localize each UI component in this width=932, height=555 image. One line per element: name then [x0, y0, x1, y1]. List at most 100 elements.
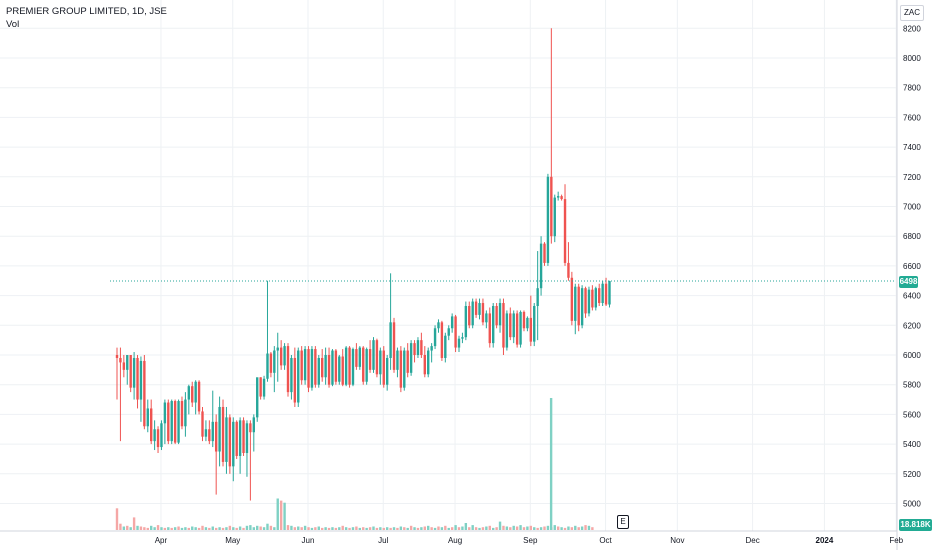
symbol-title[interactable]: PREMIER GROUP LIMITED, 1D, JSE: [6, 6, 167, 17]
volume-bar: [392, 527, 396, 530]
candle: [273, 346, 276, 393]
candle-body: [194, 381, 197, 403]
candle: [409, 340, 413, 376]
volume-bar: [191, 526, 194, 530]
candle-body: [385, 357, 389, 385]
volume-bar: [286, 525, 290, 530]
candle: [478, 298, 481, 320]
candle: [362, 346, 365, 385]
candle: [471, 298, 474, 329]
candle: [464, 301, 468, 341]
volume-bar: [567, 526, 570, 530]
volume-bar: [293, 527, 297, 530]
volume-bar: [153, 527, 156, 530]
candle: [543, 242, 546, 266]
price-tick-label: 7800: [903, 84, 921, 93]
volume-bar: [214, 527, 218, 530]
candle-body: [539, 243, 543, 289]
volume-bar: [245, 525, 249, 530]
candle-body: [375, 340, 379, 375]
candle: [300, 346, 303, 385]
candle: [314, 346, 317, 388]
candle-body: [300, 350, 303, 381]
volume-bar: [143, 527, 146, 530]
earnings-event-marker[interactable]: E: [617, 515, 629, 529]
candle: [208, 420, 211, 445]
volume-bar: [177, 526, 180, 530]
volume-bar: [170, 527, 173, 530]
candle-body: [331, 350, 334, 385]
volume-bar: [307, 527, 310, 530]
candle: [512, 310, 515, 344]
candle-body: [355, 349, 358, 367]
candle: [382, 346, 385, 388]
candle-body: [406, 350, 409, 373]
candle: [416, 337, 420, 358]
candle-body: [242, 420, 245, 454]
candle: [238, 417, 242, 474]
volume-bar: [368, 527, 372, 530]
volume-bar: [317, 526, 320, 530]
candle-body: [184, 399, 187, 427]
volume-bar: [139, 526, 143, 530]
volume-bar: [273, 527, 276, 530]
currency-badge[interactable]: ZAC: [900, 5, 924, 21]
price-axis[interactable]: 8200 8000 7800 7600 7400 7200 7000 6800 6600 6400…: [903, 24, 921, 508]
candle: [526, 316, 529, 332]
candle-body: [580, 288, 584, 326]
candle: [485, 310, 488, 329]
candle: [286, 343, 290, 397]
volume-bar: [580, 526, 584, 530]
volume-bar: [235, 527, 238, 530]
volume-bar: [553, 525, 556, 530]
candle: [214, 414, 218, 495]
candle-body: [444, 335, 447, 358]
candle-body: [279, 347, 283, 366]
candle: [433, 325, 437, 350]
volume-bar: [252, 527, 255, 530]
candle-body: [481, 303, 485, 323]
time-tick-label: Aug: [448, 536, 462, 545]
volume-bar: [303, 525, 307, 530]
time-tick-label: Jun: [302, 536, 315, 545]
volume-bar: [334, 527, 338, 530]
candle: [536, 251, 539, 341]
volume-bar: [283, 502, 286, 530]
candle: [126, 355, 129, 385]
volume-bar: [338, 527, 341, 530]
volume-bar: [505, 526, 509, 530]
candle-body: [163, 402, 167, 424]
candle-body: [187, 386, 191, 400]
candle-body: [372, 340, 375, 370]
candle-body: [430, 346, 433, 351]
candle: [303, 346, 307, 385]
last-volume-tag: 18.818K: [899, 519, 932, 531]
candle-body: [379, 350, 382, 375]
volume-bar: [529, 525, 533, 530]
volume-bar: [297, 526, 300, 530]
candle-body: [594, 288, 597, 308]
candle: [279, 340, 283, 370]
candle: [509, 307, 512, 341]
candle-body: [409, 343, 413, 373]
price-tick-label: 7200: [903, 173, 921, 182]
volume-bar: [362, 527, 365, 530]
volume-bar: [447, 527, 450, 530]
candle-body: [191, 386, 194, 403]
volume-bar: [526, 526, 529, 530]
candle-body: [290, 357, 293, 393]
candle: [608, 280, 611, 308]
volume-bar: [457, 527, 461, 530]
candle: [262, 375, 266, 400]
candle: [389, 273, 392, 370]
candle-body: [314, 349, 317, 385]
volume-label[interactable]: Vol: [6, 19, 20, 30]
candle: [601, 280, 604, 306]
time-axis[interactable]: AprMayJunJulAugSepOctNovDec2024FebMar: [155, 536, 932, 545]
volume-bar: [546, 525, 550, 530]
candle: [560, 194, 563, 201]
candle: [587, 286, 591, 317]
candle: [498, 298, 502, 333]
